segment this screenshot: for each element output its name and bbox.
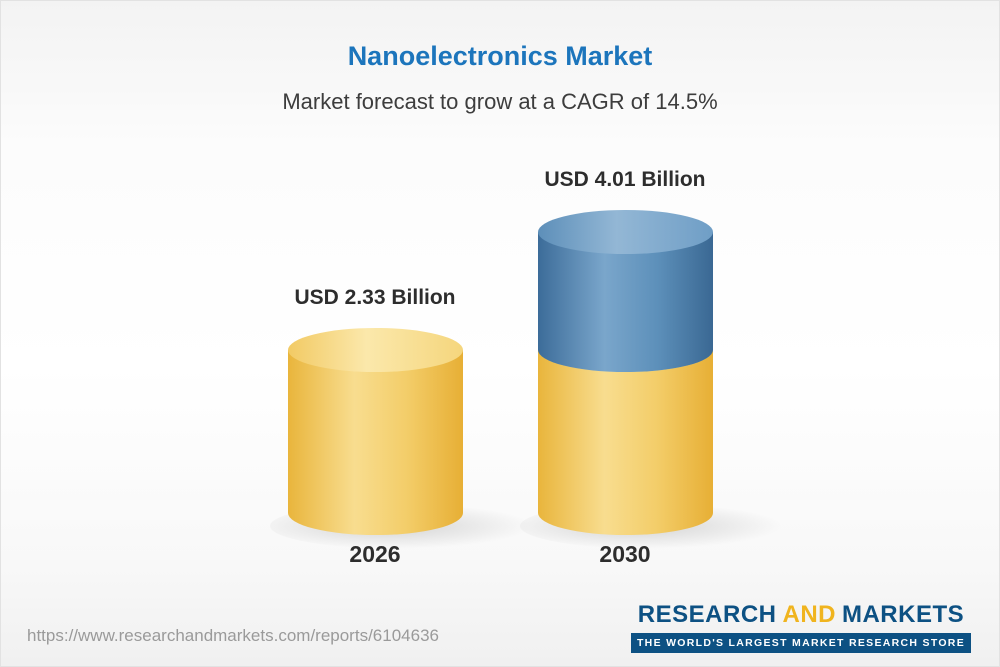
bar-chart: USD 2.33 Billion 2026 USD 4.01 Billion 2030 [1,1,999,567]
bar-value-label: USD 4.01 Billion [544,168,706,191]
bar-2030: USD 4.01 Billion 2030 [519,168,783,567]
logo-text-markets: MARKETS [841,601,965,628]
logo-wordmark: RESEARCH AND MARKETS [631,601,971,629]
bar-segment-yellow [537,328,713,535]
chart-subtitle: Market forecast to grow at a CAGR of 14.… [282,89,718,114]
bar-segment-yellow [287,328,463,535]
bar-segment-blue [537,210,713,372]
logo-tagline: THE WORLD'S LARGEST MARKET RESEARCH STOR… [630,633,971,653]
logo-text-research: RESEARCH [637,601,777,628]
chart-title: Nanoelectronics Market [347,41,653,71]
bar-category-label: 2026 [349,541,401,567]
bar-2026: USD 2.33 Billion 2026 [269,286,533,567]
chart-header: Nanoelectronics Market Market forecast t… [1,41,999,115]
source-url: https://www.researchandmarkets.com/repor… [27,626,439,645]
cylinder-2026: USD 2.33 Billion 2026 [269,286,533,567]
research-and-markets-logo: RESEARCH AND MARKETS THE WORLD'S LARGEST M… [630,601,971,653]
bar-value-label: USD 2.33 Billion [294,286,456,309]
logo-text-and: AND [782,601,836,628]
bar-category-label: 2030 [599,541,651,567]
cylinder-2030: USD 4.01 Billion 2030 [519,168,783,567]
